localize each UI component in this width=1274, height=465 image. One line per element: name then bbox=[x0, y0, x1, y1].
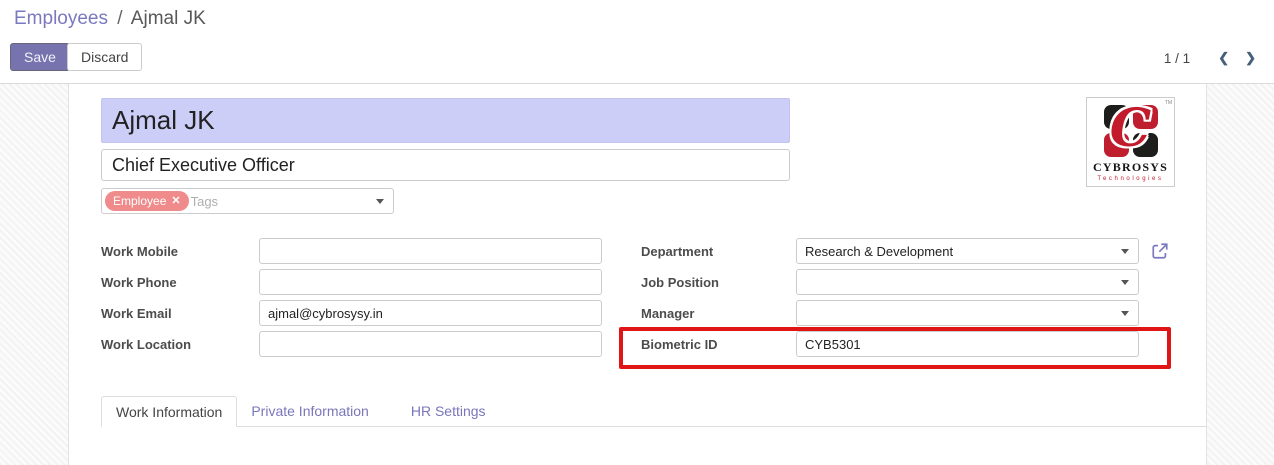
breadcrumb-employees-link[interactable]: Employees bbox=[14, 8, 108, 29]
field-row-manager: Manager bbox=[641, 300, 1208, 326]
field-label: Work Location bbox=[101, 336, 192, 352]
fields-left-column: Work Mobile Work Phone Work Email Work L… bbox=[101, 238, 636, 362]
field-row-work-location: Work Location bbox=[101, 331, 636, 357]
pager-value: 1 / 1 bbox=[1163, 50, 1191, 66]
pager: 1 / 1 ❮ ❯ bbox=[1164, 47, 1264, 69]
field-label: Work Email bbox=[101, 305, 172, 321]
logo-company-name: CYBROSYS bbox=[1093, 160, 1168, 174]
field-row-biometric-id: Biometric ID bbox=[641, 331, 1208, 357]
field-row-department: Department Research & Development bbox=[641, 238, 1208, 264]
caret-down-icon[interactable] bbox=[1121, 310, 1129, 316]
tag-remove-icon[interactable]: ✕ bbox=[171, 195, 181, 207]
caret-down-icon[interactable] bbox=[1121, 279, 1129, 285]
logo-square-red bbox=[1132, 105, 1158, 129]
department-value: Research & Development bbox=[805, 243, 954, 259]
job-position-select[interactable] bbox=[796, 269, 1139, 295]
tab-work-information[interactable]: Work Information bbox=[101, 396, 238, 427]
logo-trademark: TM bbox=[1164, 100, 1172, 106]
field-label: Job Position bbox=[641, 274, 719, 290]
discard-button[interactable]: Discard bbox=[67, 43, 143, 71]
field-row-work-email: Work Email bbox=[101, 300, 636, 326]
field-label: Department bbox=[641, 243, 714, 259]
save-button[interactable]: Save bbox=[10, 43, 70, 71]
chevron-left-icon[interactable]: ❮ bbox=[1218, 50, 1230, 65]
logo-company-subtitle: Technologies bbox=[1097, 176, 1164, 182]
field-label: Manager bbox=[641, 305, 695, 321]
work-phone-input[interactable] bbox=[259, 269, 602, 295]
employee-photo-cybrosys-logo[interactable]: C TM CYBROSYS Technologies bbox=[1086, 97, 1175, 187]
tags-field[interactable]: Employee ✕ Tags bbox=[101, 188, 394, 214]
manager-select[interactable] bbox=[796, 300, 1139, 326]
logo-squares: C bbox=[1103, 97, 1158, 159]
breadcrumb-current: Ajmal JK bbox=[130, 8, 206, 29]
logo-square-red bbox=[1103, 133, 1129, 157]
employee-name-input[interactable] bbox=[101, 98, 790, 143]
logo-square-black bbox=[1103, 105, 1129, 129]
job-title-input[interactable] bbox=[101, 149, 790, 181]
breadcrumb: Employees / Ajmal JK bbox=[14, 8, 206, 30]
field-row-job-position: Job Position bbox=[641, 269, 1208, 295]
tags-placeholder: Tags bbox=[190, 193, 219, 209]
field-row-work-phone: Work Phone bbox=[101, 269, 636, 295]
work-mobile-input[interactable] bbox=[259, 238, 602, 264]
form-sheet: Employee ✕ Tags Work Mobile Work Phone W… bbox=[68, 84, 1207, 465]
field-label: Biometric ID bbox=[641, 336, 718, 352]
tab-private-information[interactable]: Private Information bbox=[251, 403, 369, 419]
logo-square-black bbox=[1132, 133, 1158, 157]
field-label: Work Mobile bbox=[101, 243, 179, 259]
work-email-input[interactable] bbox=[259, 300, 602, 326]
tag-employee: Employee ✕ bbox=[105, 191, 189, 211]
chevron-right-icon[interactable]: ❯ bbox=[1245, 50, 1256, 65]
field-row-work-mobile: Work Mobile bbox=[101, 238, 636, 264]
biometric-id-input[interactable] bbox=[796, 331, 1139, 357]
fields-right-column: Department Research & Development Job Po… bbox=[641, 238, 1208, 362]
caret-down-icon[interactable] bbox=[1121, 248, 1129, 254]
notebook-tabs: Work Information Private Information HR … bbox=[101, 396, 1206, 427]
work-location-input[interactable] bbox=[259, 331, 602, 357]
tag-label: Employee bbox=[113, 194, 167, 208]
logo-c-letter: C bbox=[1109, 97, 1152, 159]
caret-down-icon[interactable] bbox=[376, 198, 384, 204]
external-link-icon[interactable] bbox=[1151, 242, 1169, 260]
tab-hr-settings[interactable]: HR Settings bbox=[410, 403, 486, 419]
department-select[interactable]: Research & Development bbox=[796, 238, 1139, 264]
control-panel: Employees / Ajmal JK Save Discard 1 / 1 … bbox=[0, 0, 1274, 84]
field-label: Work Phone bbox=[101, 274, 177, 290]
breadcrumb-separator: / bbox=[117, 8, 123, 29]
